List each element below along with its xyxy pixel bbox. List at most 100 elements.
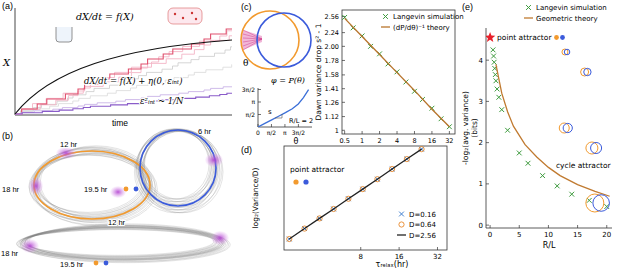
legend-swatch bbox=[399, 222, 404, 227]
icon-dot bbox=[124, 187, 129, 192]
trajectory bbox=[35, 151, 151, 220]
molecule-dot bbox=[182, 17, 184, 19]
trajectory bbox=[37, 147, 146, 214]
icon-dot bbox=[94, 261, 99, 266]
density-blob bbox=[29, 177, 43, 195]
icon-dot bbox=[293, 179, 298, 184]
x-tick bbox=[399, 247, 400, 250]
legend-swatch bbox=[397, 234, 406, 235]
trajectory bbox=[142, 130, 219, 207]
series-line bbox=[496, 64, 610, 196]
stochastic-trajectory bbox=[15, 31, 232, 114]
time-label: 19.5 hr bbox=[84, 185, 108, 194]
x-tick bbox=[548, 225, 549, 228]
cycle-icon bbox=[591, 142, 602, 153]
icon-dot bbox=[134, 187, 139, 192]
density-blob bbox=[21, 239, 39, 253]
x-tick-label: 8 bbox=[412, 137, 416, 145]
cell-icon bbox=[168, 8, 202, 24]
x-tick-label: 0 bbox=[256, 129, 260, 136]
trajectory bbox=[139, 130, 216, 207]
legend-swatch bbox=[381, 26, 390, 27]
x-axis bbox=[486, 228, 612, 229]
trajectory bbox=[25, 226, 217, 257]
stochastic-trajectory bbox=[15, 87, 232, 114]
limit-cycle bbox=[140, 130, 216, 206]
y-axis-label: (bits) bbox=[470, 118, 479, 138]
y-tick bbox=[342, 116, 345, 117]
panel-label: (a) bbox=[2, 1, 13, 11]
y-tick-label: 0 bbox=[479, 222, 483, 230]
icon-dot bbox=[303, 179, 308, 184]
y-tick-label: 1.12 bbox=[325, 113, 339, 121]
y-tick-label: 1.26 bbox=[325, 99, 339, 107]
y-tick bbox=[486, 183, 489, 184]
cycle-icon bbox=[586, 194, 604, 212]
cycle-icon bbox=[563, 123, 572, 132]
y-tick-label: π/2 bbox=[246, 111, 256, 118]
trajectory bbox=[29, 224, 223, 260]
molecule-dot bbox=[174, 13, 176, 15]
y-tick bbox=[486, 225, 489, 226]
cycle-icon bbox=[564, 49, 570, 55]
cycle-circle bbox=[241, 11, 299, 69]
time-label: 12 hr bbox=[108, 218, 126, 227]
marker-x bbox=[555, 184, 560, 189]
marker-x bbox=[495, 87, 500, 92]
panel-label: (c) bbox=[241, 2, 252, 12]
trajectory bbox=[33, 153, 153, 222]
schematic-axis bbox=[15, 8, 16, 115]
density-blob bbox=[110, 186, 126, 198]
equation: ε²ᵢₙₜ ~ 1/N bbox=[140, 96, 184, 106]
y-tick bbox=[258, 89, 261, 90]
x-tick-label: 3π/2 bbox=[292, 129, 305, 136]
cycle-circle bbox=[257, 13, 311, 67]
slope-triangle bbox=[275, 114, 282, 118]
y-axis bbox=[486, 28, 487, 228]
trajectory bbox=[138, 131, 217, 210]
legend-label: Langevin simulation bbox=[536, 4, 607, 12]
x-tick bbox=[449, 131, 450, 134]
limit-cycle bbox=[34, 151, 150, 219]
y-tick-label: π bbox=[251, 98, 255, 105]
marker-x bbox=[491, 54, 496, 59]
y-tick bbox=[486, 60, 489, 61]
cycle-icon bbox=[584, 68, 591, 75]
trajectory bbox=[17, 230, 220, 258]
x-tick-label: 20 bbox=[602, 231, 611, 239]
x-tick bbox=[379, 131, 380, 134]
figure: (a)dX/dt = f(X)dX/dt = f(X) + η(0, εᵢₙₜ)… bbox=[0, 0, 617, 269]
x-tick bbox=[271, 124, 272, 127]
y-tick bbox=[342, 32, 345, 33]
x-tick bbox=[490, 225, 491, 228]
marker-x bbox=[540, 173, 545, 178]
density-blob bbox=[211, 231, 229, 245]
annotation: R/L = 2 bbox=[289, 117, 313, 125]
stochastic-trajectory bbox=[15, 47, 232, 114]
time-label: 18 hr bbox=[2, 185, 20, 194]
series-line bbox=[289, 149, 421, 239]
data-layer bbox=[486, 32, 610, 209]
marker-x bbox=[491, 47, 496, 52]
x-tick-label: 4 bbox=[395, 137, 399, 145]
icon-dot bbox=[560, 35, 565, 40]
series-line bbox=[345, 18, 450, 126]
x-tick-label: 0.5 bbox=[339, 137, 349, 145]
axis-label: X bbox=[2, 57, 11, 68]
deterministic-curve bbox=[15, 40, 232, 114]
data-layer bbox=[342, 15, 452, 129]
x-tick bbox=[284, 124, 285, 127]
legend-label: (dP/dθ)⁻¹ theory bbox=[393, 24, 450, 32]
x-tick-label: 5 bbox=[517, 231, 521, 239]
legend-swatch bbox=[526, 5, 531, 10]
y-tick-label: 2.24 bbox=[325, 29, 339, 37]
x-tick bbox=[431, 131, 432, 134]
y-tick bbox=[342, 130, 345, 131]
chart-title: φ = P(θ) bbox=[271, 76, 305, 85]
x-tick bbox=[437, 247, 438, 250]
stochastic-trajectory bbox=[15, 93, 232, 114]
marker-x bbox=[494, 78, 499, 83]
marker-x bbox=[587, 198, 592, 203]
cycle-icon bbox=[593, 195, 610, 212]
x-tick bbox=[577, 225, 578, 228]
